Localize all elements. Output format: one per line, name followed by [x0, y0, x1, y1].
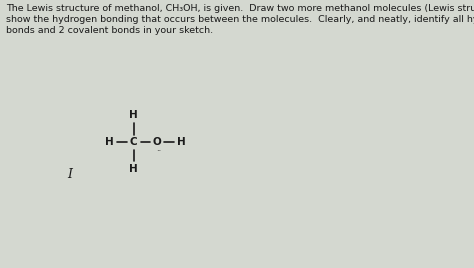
Text: H: H: [105, 137, 114, 147]
Text: The Lewis structure of methanol, CH₃OH, is given.  Draw two more methanol molecu: The Lewis structure of methanol, CH₃OH, …: [6, 4, 474, 35]
Text: O: O: [153, 137, 162, 147]
Text: ··: ··: [155, 147, 161, 156]
Text: H: H: [129, 164, 138, 174]
Text: H: H: [129, 110, 138, 120]
Text: I: I: [67, 168, 73, 181]
Text: H: H: [177, 137, 185, 147]
Text: C: C: [130, 137, 137, 147]
